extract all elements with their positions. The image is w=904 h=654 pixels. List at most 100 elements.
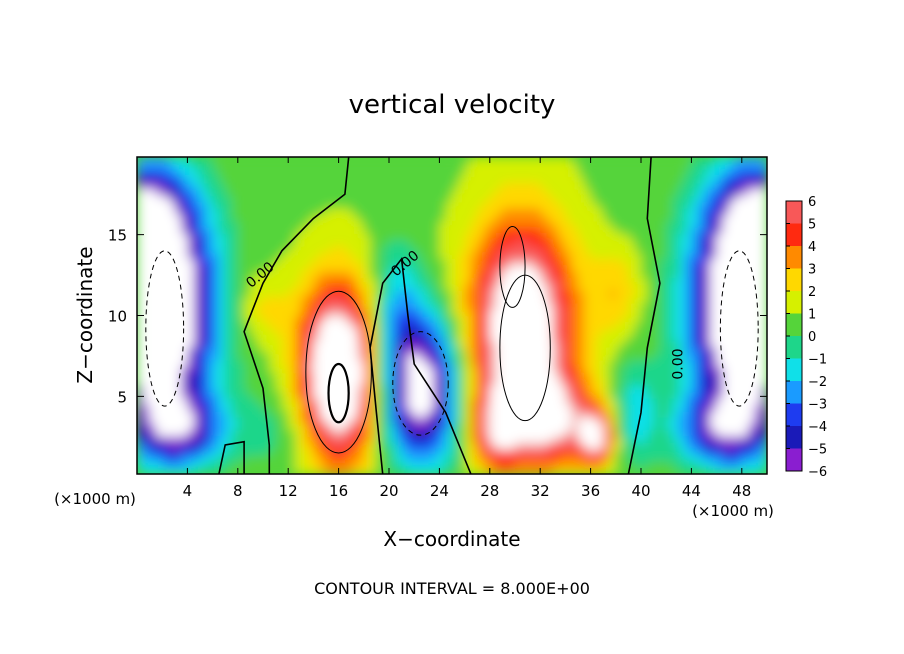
- heatmap-cell: [710, 378, 718, 386]
- heatmap-cell: [250, 366, 258, 374]
- heatmap-cell: [622, 385, 629, 393]
- heatmap-cell: [174, 397, 182, 405]
- heatmap-cell: [760, 252, 767, 260]
- heatmap-cell: [483, 416, 491, 424]
- heatmap-cell: [212, 397, 220, 405]
- heatmap-cell: [760, 328, 767, 336]
- heatmap-cell: [344, 169, 352, 177]
- heatmap-cell: [754, 366, 762, 374]
- heatmap-cell: [218, 416, 226, 424]
- heatmap-cell: [137, 334, 144, 342]
- heatmap-cell: [445, 359, 453, 367]
- heatmap-cell: [521, 372, 529, 380]
- heatmap-cell: [162, 188, 170, 196]
- heatmap-cell: [483, 448, 491, 456]
- heatmap-cell: [193, 429, 201, 437]
- heatmap-cell: [672, 201, 680, 209]
- heatmap-cell: [263, 290, 270, 298]
- heatmap-cell: [231, 378, 239, 386]
- heatmap-cell: [615, 201, 623, 209]
- heatmap-cell: [647, 461, 655, 469]
- heatmap-cell: [496, 442, 503, 450]
- heatmap-cell: [168, 157, 176, 164]
- heatmap-cell: [332, 207, 340, 215]
- heatmap-cell: [338, 245, 346, 253]
- heatmap-cell: [571, 328, 579, 336]
- heatmap-cell: [470, 252, 478, 260]
- heatmap-cell: [313, 226, 321, 234]
- heatmap-cell: [722, 296, 730, 304]
- heatmap-cell: [294, 169, 302, 177]
- heatmap-cell: [477, 252, 485, 260]
- heatmap-cell: [414, 271, 422, 279]
- heatmap-cell: [659, 454, 667, 462]
- heatmap-cell: [722, 245, 730, 253]
- heatmap-cell: [729, 410, 737, 418]
- heatmap-cell: [666, 252, 674, 260]
- heatmap-cell: [496, 252, 503, 260]
- heatmap-cell: [420, 214, 428, 221]
- heatmap-cell: [200, 404, 207, 412]
- heatmap-cell: [483, 296, 491, 304]
- heatmap-cell: [319, 315, 327, 323]
- heatmap-cell: [521, 334, 529, 342]
- heatmap-cell: [344, 201, 352, 209]
- heatmap-cell: [193, 220, 201, 228]
- heatmap-cell: [389, 321, 396, 329]
- heatmap-cell: [407, 378, 415, 386]
- heatmap-cell: [395, 239, 403, 247]
- heatmap-cell: [527, 176, 535, 183]
- heatmap-cell: [294, 442, 302, 450]
- heatmap-cell: [193, 188, 201, 196]
- heatmap-cell: [357, 163, 365, 171]
- heatmap-cell: [250, 423, 258, 431]
- heatmap-cell: [332, 188, 340, 196]
- heatmap-cell: [571, 454, 579, 462]
- heatmap-cell: [634, 157, 642, 164]
- heatmap-cell: [433, 207, 440, 215]
- heatmap-cell: [445, 264, 453, 272]
- heatmap-cell: [244, 366, 251, 374]
- heatmap-cell: [231, 448, 239, 456]
- heatmap-cell: [250, 461, 258, 469]
- heatmap-cell: [218, 366, 226, 374]
- heatmap-cell: [571, 435, 579, 443]
- heatmap-cell: [464, 397, 472, 405]
- heatmap-cell: [748, 448, 755, 456]
- heatmap-cell: [281, 233, 289, 241]
- heatmap-cell: [590, 302, 598, 310]
- heatmap-cell: [735, 416, 743, 424]
- heatmap-cell: [552, 340, 560, 348]
- heatmap-cell: [143, 385, 151, 393]
- heatmap-cell: [508, 245, 516, 253]
- heatmap-cell: [546, 309, 554, 317]
- heatmap-cell: [735, 385, 743, 393]
- heatmap-cell: [143, 442, 151, 450]
- heatmap-cell: [735, 359, 743, 367]
- heatmap-cell: [269, 296, 277, 304]
- heatmap-cell: [653, 340, 661, 348]
- heatmap-cell: [155, 391, 163, 399]
- heatmap-cell: [244, 302, 251, 310]
- heatmap-cell: [735, 397, 743, 405]
- heatmap-cell: [288, 372, 296, 380]
- heatmap-cell: [319, 239, 327, 247]
- heatmap-cell: [281, 334, 289, 342]
- heatmap-cell: [741, 233, 749, 241]
- heatmap-cell: [269, 302, 277, 310]
- heatmap-cell: [508, 163, 516, 171]
- heatmap-cell: [578, 245, 585, 253]
- heatmap-cell: [414, 169, 422, 177]
- heatmap-cell: [414, 385, 422, 393]
- heatmap-cell: [332, 226, 340, 234]
- heatmap-cell: [754, 226, 762, 234]
- heatmap-cell: [307, 461, 314, 469]
- heatmap-cell: [250, 214, 258, 221]
- heatmap-cell: [237, 321, 245, 329]
- heatmap-cell: [533, 245, 541, 253]
- heatmap-cell: [174, 239, 182, 247]
- heatmap-cell: [533, 214, 541, 221]
- heatmap-cell: [609, 309, 617, 317]
- heatmap-cell: [666, 207, 674, 215]
- heatmap-cell: [206, 410, 214, 418]
